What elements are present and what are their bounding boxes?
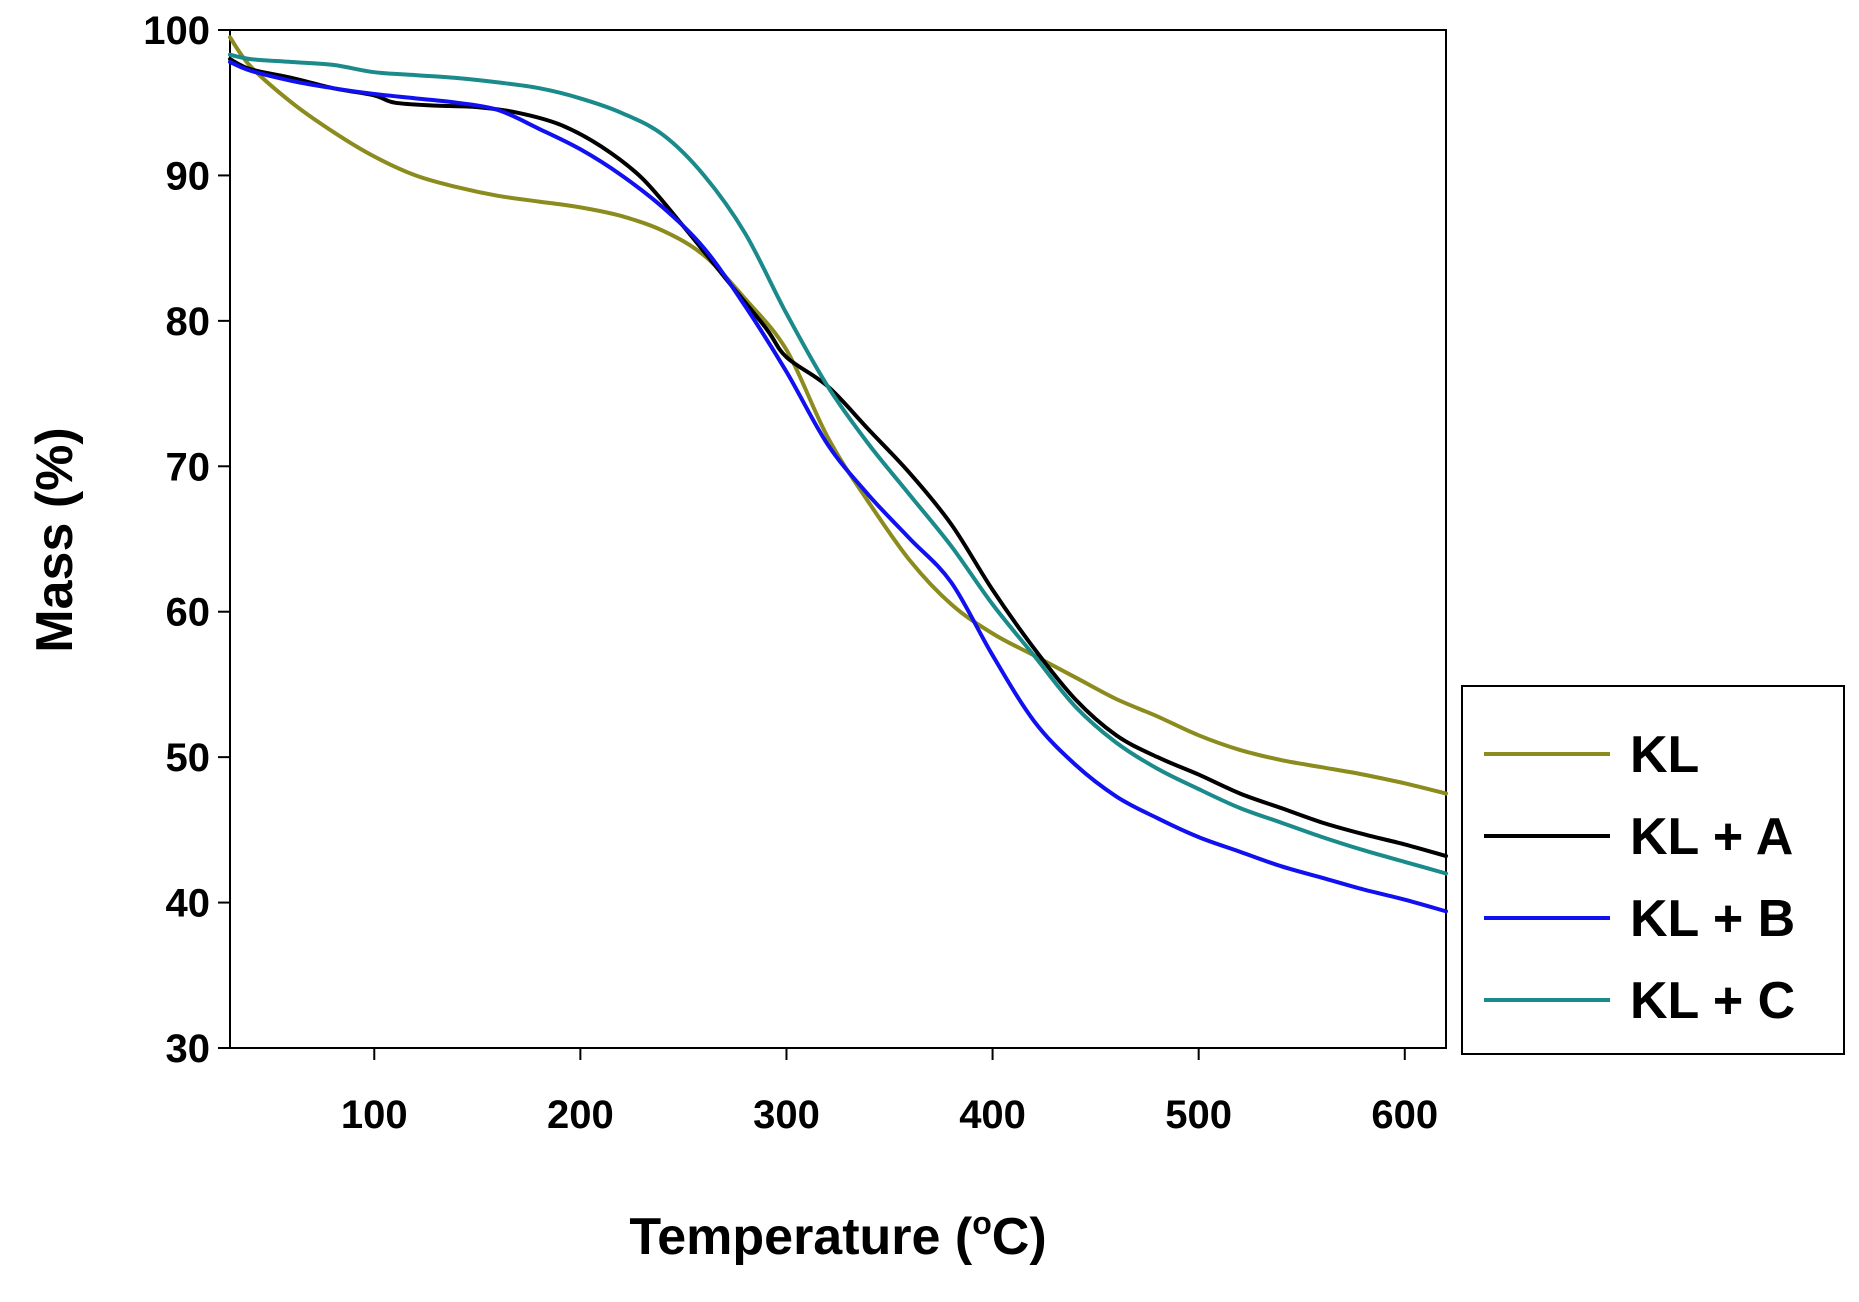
x-tick-label: 300 [753, 1093, 820, 1137]
legend-label-kl-c: KL + C [1630, 972, 1795, 1030]
series-line-kl-a [228, 57, 1448, 858]
y-tick-label: 90 [166, 154, 211, 198]
legend-label-kl-b: KL + B [1630, 890, 1795, 948]
series-line-kl-c [228, 52, 1448, 876]
series-line-kl-b [228, 60, 1448, 914]
y-tick-label: 70 [166, 445, 211, 489]
x-axis: 100 200 300 400 500 600 [341, 1048, 1438, 1137]
legend-label-kl-a: KL + A [1630, 808, 1793, 866]
y-tick-label: 30 [166, 1027, 211, 1071]
x-axis-title-superscript: o [972, 1205, 992, 1241]
plot-frame [229, 29, 1447, 1049]
y-tick-label: 100 [143, 9, 210, 53]
x-tick-label: 400 [959, 1093, 1026, 1137]
x-tick-label: 600 [1371, 1093, 1438, 1137]
x-tick-label: 100 [341, 1093, 408, 1137]
legend: KL KL + A KL + B KL + C [1461, 685, 1845, 1055]
plot-area [228, 29, 1448, 1049]
legend-frame [1461, 685, 1845, 1055]
x-axis-title: Temperature (oC) [629, 1205, 1046, 1266]
x-tick-label: 200 [547, 1093, 614, 1137]
x-tick-label: 500 [1165, 1093, 1232, 1137]
legend-items: KL KL + A KL + B KL + C [1484, 726, 1795, 1030]
y-axis-title: Mass (%) [26, 427, 84, 652]
x-axis-title-tail: C) [992, 1208, 1047, 1266]
legend-label-kl: KL [1630, 726, 1699, 784]
series-layer [228, 35, 1448, 914]
y-tick-label: 80 [166, 300, 211, 344]
y-axis: 30 40 50 60 70 80 90 100 [143, 9, 230, 1071]
series-line-kl [228, 35, 1448, 796]
y-tick-label: 40 [166, 882, 211, 926]
y-tick-label: 60 [166, 591, 211, 635]
y-tick-label: 50 [166, 736, 211, 780]
x-axis-title-main: Temperature ( [629, 1208, 973, 1266]
